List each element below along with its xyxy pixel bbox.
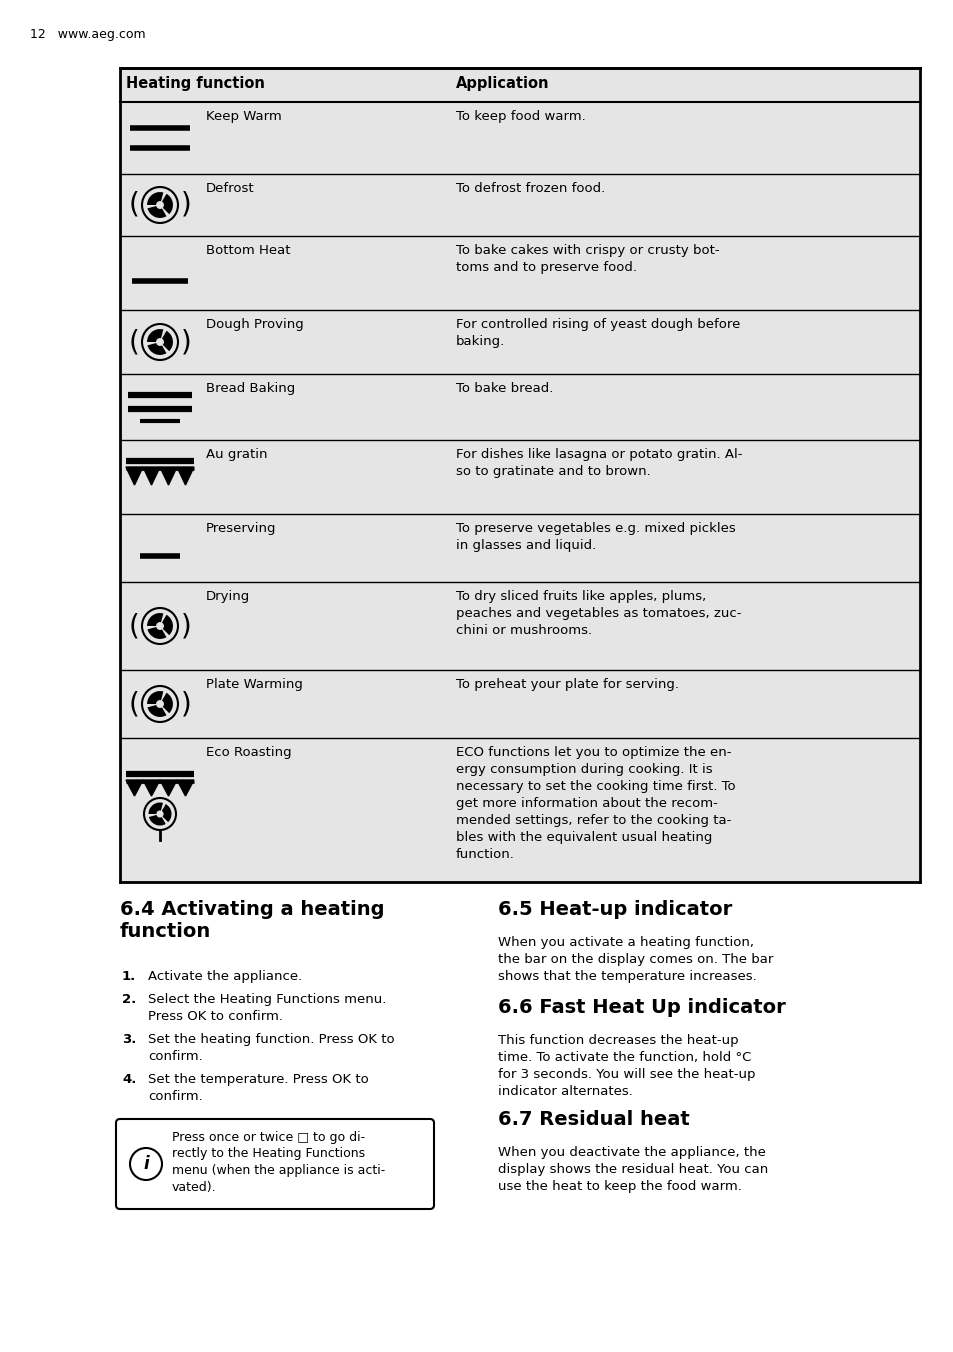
Text: ECO functions let you to optimize the en-
ergy consumption during cooking. It is: ECO functions let you to optimize the en… xyxy=(456,746,735,861)
Text: Preserving: Preserving xyxy=(206,522,276,535)
Text: To preheat your plate for serving.: To preheat your plate for serving. xyxy=(456,677,679,691)
FancyBboxPatch shape xyxy=(116,1119,434,1209)
Text: Press once or twice □ to go di-
rectly to the Heating Functions
menu (when the a: Press once or twice □ to go di- rectly t… xyxy=(172,1132,385,1194)
Text: Set the heating function. Press OK to
confirm.: Set the heating function. Press OK to co… xyxy=(148,1033,395,1063)
Wedge shape xyxy=(160,615,172,635)
Polygon shape xyxy=(177,466,193,485)
Text: 6.7 Residual heat: 6.7 Residual heat xyxy=(497,1110,689,1129)
Text: (: ( xyxy=(129,690,139,718)
Text: Au gratin: Au gratin xyxy=(206,448,267,461)
Text: To defrost frozen food.: To defrost frozen food. xyxy=(456,183,604,195)
Text: 12   www.aeg.com: 12 www.aeg.com xyxy=(30,28,146,41)
Text: ): ) xyxy=(180,329,192,356)
Wedge shape xyxy=(148,342,167,356)
Text: Activate the appliance.: Activate the appliance. xyxy=(148,969,302,983)
Text: Select the Heating Functions menu.
Press OK to confirm.: Select the Heating Functions menu. Press… xyxy=(148,992,386,1022)
Text: i: i xyxy=(143,1155,149,1174)
Circle shape xyxy=(156,623,163,629)
Text: (: ( xyxy=(129,329,139,356)
Polygon shape xyxy=(143,466,160,485)
Wedge shape xyxy=(147,691,163,704)
Text: 3.: 3. xyxy=(122,1033,136,1046)
Circle shape xyxy=(156,201,163,208)
Wedge shape xyxy=(160,193,172,214)
Wedge shape xyxy=(149,803,163,814)
Text: Bread Baking: Bread Baking xyxy=(206,383,294,395)
Wedge shape xyxy=(148,704,167,717)
Wedge shape xyxy=(160,692,172,713)
Wedge shape xyxy=(147,612,163,626)
Text: 6.5 Heat-up indicator: 6.5 Heat-up indicator xyxy=(497,900,732,919)
Text: ): ) xyxy=(180,612,192,639)
Text: Application: Application xyxy=(456,76,549,91)
Text: To keep food warm.: To keep food warm. xyxy=(456,110,585,123)
Text: To dry sliced fruits like apples, plums,
peaches and vegetables as tomatoes, zuc: To dry sliced fruits like apples, plums,… xyxy=(456,589,740,637)
Wedge shape xyxy=(148,626,167,639)
Text: Plate Warming: Plate Warming xyxy=(206,677,302,691)
Circle shape xyxy=(156,700,163,707)
Text: Defrost: Defrost xyxy=(206,183,254,195)
Text: Dough Proving: Dough Proving xyxy=(206,318,303,331)
Bar xyxy=(120,68,919,882)
Text: To bake bread.: To bake bread. xyxy=(456,383,553,395)
Text: 6.6 Fast Heat Up indicator: 6.6 Fast Heat Up indicator xyxy=(497,998,785,1017)
Wedge shape xyxy=(160,331,172,352)
Text: ): ) xyxy=(180,690,192,718)
Wedge shape xyxy=(147,329,163,342)
Circle shape xyxy=(156,339,163,345)
Polygon shape xyxy=(126,466,143,485)
Text: When you deactivate the appliance, the
display shows the residual heat. You can
: When you deactivate the appliance, the d… xyxy=(497,1146,767,1192)
Wedge shape xyxy=(149,814,166,826)
Polygon shape xyxy=(160,466,177,485)
Text: For controlled rising of yeast dough before
baking.: For controlled rising of yeast dough bef… xyxy=(456,318,740,347)
Circle shape xyxy=(157,811,163,817)
Text: When you activate a heating function,
the bar on the display comes on. The bar
s: When you activate a heating function, th… xyxy=(497,936,773,983)
Text: 1.: 1. xyxy=(122,969,136,983)
Text: For dishes like lasagna or potato gratin. Al-
so to gratinate and to brown.: For dishes like lasagna or potato gratin… xyxy=(456,448,741,479)
Text: Heating function: Heating function xyxy=(126,76,265,91)
Text: (: ( xyxy=(129,612,139,639)
Text: 2.: 2. xyxy=(122,992,136,1006)
Text: (: ( xyxy=(129,191,139,219)
Wedge shape xyxy=(148,206,167,218)
Text: Eco Roasting: Eco Roasting xyxy=(206,746,292,758)
Polygon shape xyxy=(160,780,177,796)
Wedge shape xyxy=(147,192,163,206)
Text: Drying: Drying xyxy=(206,589,250,603)
Text: To preserve vegetables e.g. mixed pickles
in glasses and liquid.: To preserve vegetables e.g. mixed pickle… xyxy=(456,522,735,552)
Polygon shape xyxy=(126,780,143,796)
Text: This function decreases the heat-up
time. To activate the function, hold °C
for : This function decreases the heat-up time… xyxy=(497,1034,755,1098)
Wedge shape xyxy=(160,804,172,822)
Polygon shape xyxy=(177,780,193,796)
Text: ): ) xyxy=(180,191,192,219)
Text: To bake cakes with crispy or crusty bot-
toms and to preserve food.: To bake cakes with crispy or crusty bot-… xyxy=(456,243,719,274)
Text: Bottom Heat: Bottom Heat xyxy=(206,243,291,257)
Polygon shape xyxy=(143,780,160,796)
Text: 6.4 Activating a heating
function: 6.4 Activating a heating function xyxy=(120,900,384,941)
Text: Set the temperature. Press OK to
confirm.: Set the temperature. Press OK to confirm… xyxy=(148,1073,369,1102)
Text: 4.: 4. xyxy=(122,1073,136,1086)
Text: Keep Warm: Keep Warm xyxy=(206,110,281,123)
